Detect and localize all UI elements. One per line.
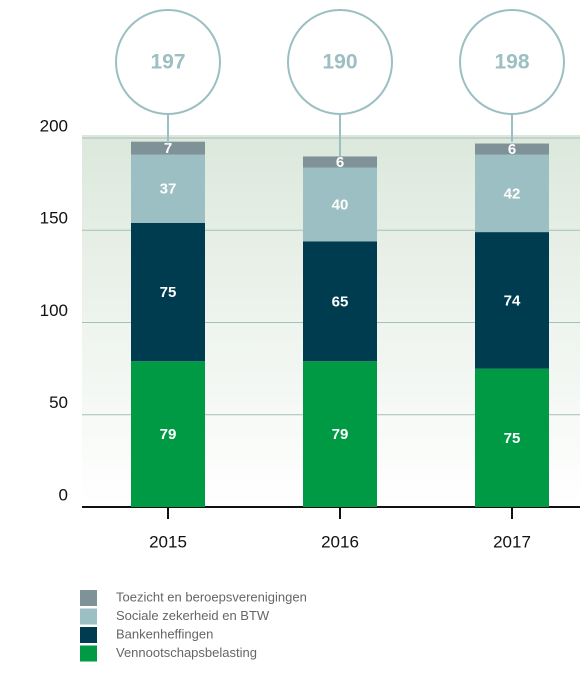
y-tick-label: 50 bbox=[49, 393, 68, 412]
bar-segment bbox=[131, 361, 205, 507]
bar-segment bbox=[475, 154, 549, 233]
bar-segment bbox=[303, 241, 377, 362]
bar-segment bbox=[131, 222, 205, 362]
data-label: 6 bbox=[508, 141, 516, 158]
y-tick-label: 100 bbox=[40, 301, 68, 320]
bar-segment bbox=[475, 143, 549, 155]
total-label: 198 bbox=[494, 51, 529, 74]
bar-segment bbox=[303, 156, 377, 168]
legend-swatch bbox=[80, 608, 97, 625]
legend-label: Bankenheffingen bbox=[116, 626, 213, 641]
data-label: 37 bbox=[160, 181, 177, 198]
legend-swatch bbox=[80, 627, 97, 643]
bar-segment bbox=[131, 154, 205, 223]
bar-segment bbox=[131, 141, 205, 155]
data-label: 79 bbox=[160, 426, 177, 443]
bar-segment bbox=[303, 167, 377, 242]
y-tick-label: 150 bbox=[40, 209, 68, 228]
data-label: 42 bbox=[504, 185, 521, 202]
legend-swatch bbox=[80, 645, 97, 662]
x-tick-label: 2015 bbox=[149, 532, 187, 551]
legend-label: Vennootschapsbelasting bbox=[116, 645, 257, 660]
total-label: 190 bbox=[322, 51, 357, 74]
total-circle bbox=[115, 9, 221, 115]
y-tick-label: 0 bbox=[59, 485, 68, 504]
legend-label: Toezicht en beroepsverenigingen bbox=[116, 589, 307, 604]
x-tick-label: 2016 bbox=[321, 532, 359, 551]
data-label: 7 bbox=[164, 140, 172, 157]
data-label: 74 bbox=[504, 292, 521, 309]
bar-segment bbox=[475, 368, 549, 507]
data-label: 65 bbox=[332, 293, 349, 310]
data-label: 75 bbox=[160, 284, 177, 301]
y-tick-label: 200 bbox=[40, 116, 68, 135]
data-label: 79 bbox=[332, 426, 349, 443]
bar-segment bbox=[475, 232, 549, 369]
data-label: 40 bbox=[332, 196, 349, 213]
legend-swatch bbox=[80, 590, 97, 606]
total-circle bbox=[459, 9, 565, 115]
total-circle bbox=[287, 9, 393, 115]
data-label: 6 bbox=[336, 154, 344, 171]
bar-segment bbox=[303, 361, 377, 507]
data-label: 75 bbox=[504, 430, 521, 447]
legend-label: Sociale zekerheid en BTW bbox=[116, 608, 270, 623]
x-tick-label: 2017 bbox=[493, 532, 531, 551]
total-label: 197 bbox=[150, 51, 185, 74]
